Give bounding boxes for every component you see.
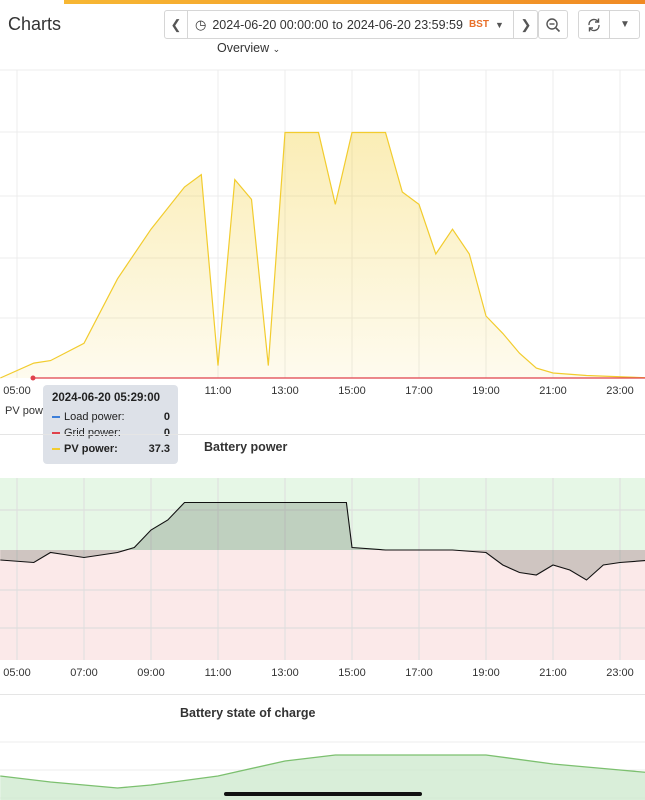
time-back-button[interactable]: ❮ xyxy=(165,11,187,38)
positive-band xyxy=(0,478,645,550)
battery-soc-title[interactable]: Battery state of charge xyxy=(180,706,316,720)
x-tick-label: 05:00 xyxy=(3,667,31,679)
tooltip-row-load: Load power: 0 xyxy=(52,409,170,425)
negative-band xyxy=(0,550,645,660)
header: Charts ❮ ◷ 2024-06-20 00:00:00 to 2024-0… xyxy=(0,0,645,48)
panel-separator xyxy=(0,434,645,435)
home-indicator xyxy=(224,792,422,796)
x-tick-label: 11:00 xyxy=(205,385,232,397)
x-tick-label: 09:00 xyxy=(137,667,165,679)
tooltip-row-pv: PV power: 37.3 xyxy=(52,441,170,457)
tooltip-label: Grid power: xyxy=(64,427,121,439)
chevron-down-icon: ▼ xyxy=(494,19,504,30)
tooltip-value: 0 xyxy=(163,411,170,423)
clock-icon: ◷ xyxy=(195,16,207,32)
chevron-right-icon: ❯ xyxy=(520,16,532,32)
page-title: Charts xyxy=(8,14,62,34)
overview-series xyxy=(0,131,645,381)
x-tick-label: 05:00 xyxy=(3,385,31,397)
battery-power-chart[interactable]: 05:00 07:00 09:00 11:00 13:00 15:00 17:00 19:00… xyxy=(0,470,645,685)
overview-chart[interactable]: 05:00 11:00 13:00 15:00 17:00 19:00 21:00 23:00 xyxy=(0,60,645,405)
pv-swatch xyxy=(52,448,60,450)
x-tick-label: 17:00 xyxy=(405,667,433,679)
load-swatch xyxy=(52,416,60,418)
chevron-down-icon[interactable]: ▼ xyxy=(620,19,630,30)
x-tick-label: 13:00 xyxy=(271,667,299,679)
tooltip-row-grid: Grid power: 0 xyxy=(52,425,170,441)
x-tick-label: 15:00 xyxy=(338,385,366,397)
battery-bands xyxy=(0,478,645,660)
x-tick-label: 21:00 xyxy=(539,385,567,397)
overview-x-ticks: 05:00 11:00 13:00 15:00 17:00 19:00 21:00 23:00 xyxy=(3,385,634,397)
top-accent-bar xyxy=(64,0,645,4)
timezone-badge: BST xyxy=(468,19,489,30)
chevron-down-icon: ⌄ xyxy=(272,44,281,54)
soc-series xyxy=(0,754,645,800)
overview-panel-title[interactable]: Overview ⌄ xyxy=(217,41,280,55)
x-tick-label: 23:00 xyxy=(606,667,634,679)
zoom-out-icon xyxy=(539,11,567,38)
battery-area xyxy=(0,502,645,580)
battery-series xyxy=(0,501,645,581)
panel-separator xyxy=(0,694,645,695)
chart-tooltip: 2024-06-20 05:29:00 Load power: 0 Grid p… xyxy=(43,385,178,464)
refresh-button-group[interactable]: ▼ xyxy=(578,10,640,39)
range-to-word: to xyxy=(332,17,343,32)
tooltip-label: PV power: xyxy=(64,443,118,455)
divider xyxy=(513,11,514,38)
x-tick-label: 19:00 xyxy=(472,667,500,679)
zoom-out-button[interactable] xyxy=(538,10,568,39)
hover-point xyxy=(30,375,36,381)
pv-line xyxy=(0,131,645,379)
x-tick-label: 11:00 xyxy=(205,667,232,679)
divider xyxy=(609,11,610,38)
x-tick-label: 23:00 xyxy=(606,385,634,397)
overview-legend-pv[interactable]: PV powe xyxy=(5,405,50,417)
battery-x-ticks: 05:00 07:00 09:00 11:00 13:00 15:00 17:00 19:00… xyxy=(3,667,634,679)
x-tick-label: 13:00 xyxy=(271,385,299,397)
refresh-icon[interactable] xyxy=(579,11,609,38)
range-from: 2024-06-20 00:00:00 xyxy=(212,17,329,32)
overview-title-text: Overview xyxy=(217,41,270,55)
x-tick-label: 21:00 xyxy=(539,667,567,679)
x-tick-label: 17:00 xyxy=(405,385,433,397)
divider xyxy=(187,11,188,38)
tooltip-label: Load power: xyxy=(64,411,125,423)
pv-area xyxy=(0,132,645,378)
battery-power-title[interactable]: Battery power xyxy=(204,440,288,454)
time-forward-button[interactable]: ❯ xyxy=(515,11,537,38)
tooltip-time: 2024-06-20 05:29:00 xyxy=(52,392,161,404)
time-range-display[interactable]: ◷ 2024-06-20 00:00:00 to 2024-06-20 23:5… xyxy=(195,11,504,38)
x-tick-label: 19:00 xyxy=(472,385,500,397)
soc-area xyxy=(0,755,645,800)
x-tick-label: 07:00 xyxy=(70,667,98,679)
range-to: 2024-06-20 23:59:59 xyxy=(346,17,463,32)
time-range-picker[interactable]: ❮ ◷ 2024-06-20 00:00:00 to 2024-06-20 23… xyxy=(164,10,538,39)
soc-line xyxy=(0,754,645,789)
x-tick-label: 15:00 xyxy=(338,667,366,679)
grid-swatch xyxy=(52,432,60,434)
battery-soc-chart[interactable] xyxy=(0,730,645,800)
chevron-left-icon: ❮ xyxy=(170,16,182,32)
battery-line xyxy=(0,501,645,581)
tooltip-value: 0 xyxy=(163,427,170,439)
tooltip-value: 37.3 xyxy=(148,443,170,455)
